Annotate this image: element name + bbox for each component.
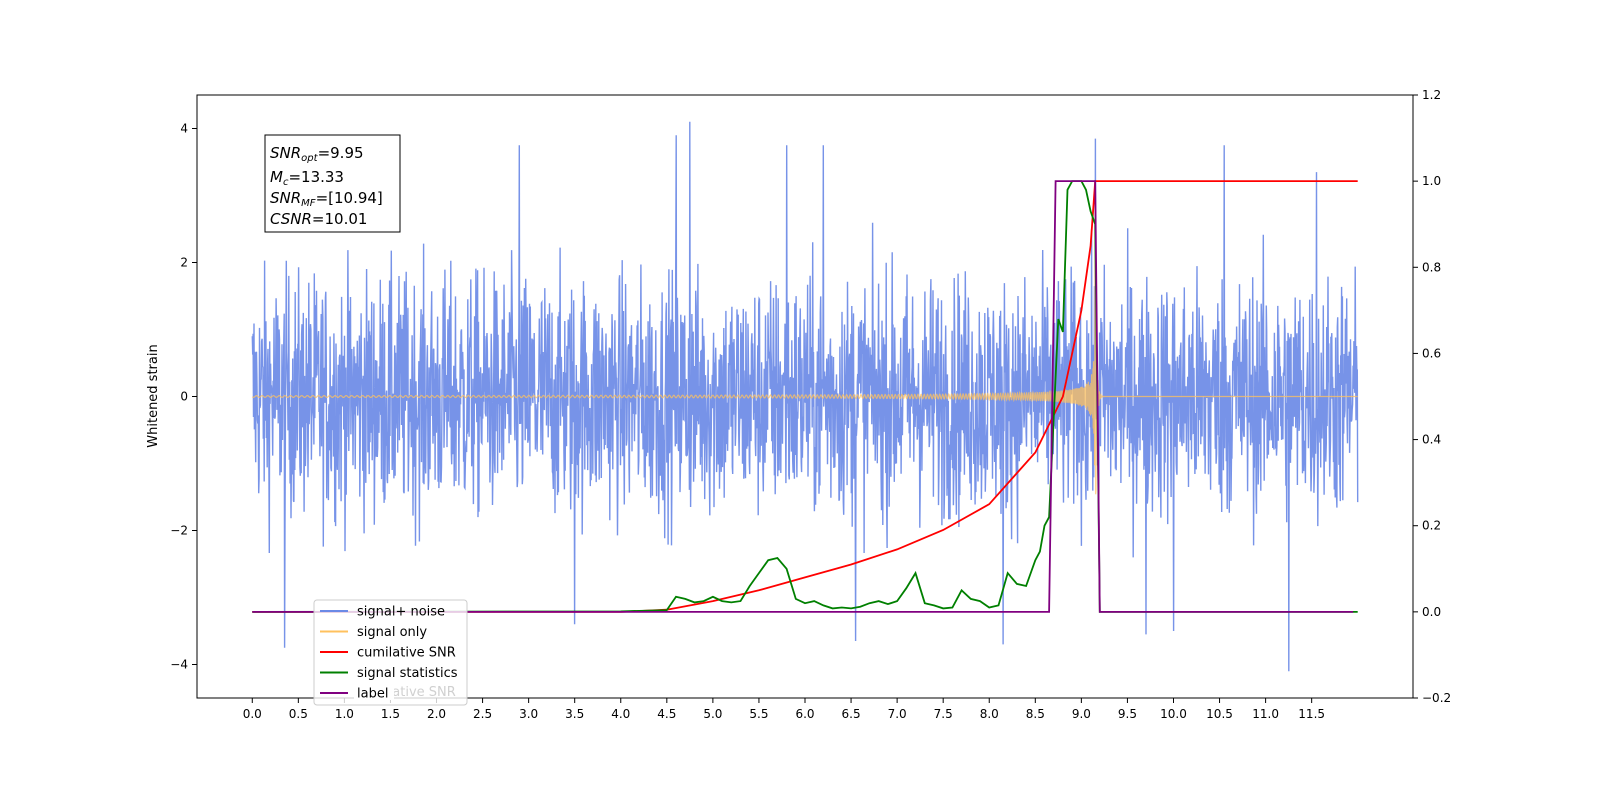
y2-tick-label: −0.2 [1422,691,1451,705]
info-snr-opt: SNRopt=9.95 [270,144,364,164]
x-tick-label: 7.5 [934,707,953,721]
y2-axis-ticks: 1.2 1.0 0.8 0.6 0.4 0.2 0.0 −0.2 [1413,88,1451,705]
info-mc: Mc=13.33 [270,168,344,188]
series-signal-noise [251,121,1359,672]
legend-label: signal+ noise [357,605,445,620]
x-tick-label: 2.5 [473,707,492,721]
y2-tick-label: 0.6 [1422,346,1441,360]
x-tick-label: 0.5 [289,707,308,721]
x-axis-ticks: 0.0 0.5 1.0 1.5 2.0 2.5 3.0 3.5 4.0 4.5 5.0 5.5 6.0 6… [243,698,1325,721]
series-cumilative-snr [252,180,1358,613]
x-tick-label: 1.0 [335,707,354,721]
x-tick-label: 10.0 [1160,707,1187,721]
x-tick-label: 9.5 [1118,707,1137,721]
y-tick-label: 2 [180,256,188,270]
x-tick-label: 8.0 [980,707,999,721]
legend-label: cumilative SNR [357,646,456,661]
info-box-frame [264,134,401,233]
series-signal-only [251,182,1358,495]
y-tick-label: −2 [170,524,188,538]
x-tick-label: 10.5 [1206,707,1233,721]
series-signal-statistics [252,180,1358,613]
y2-tick-label: 1.2 [1422,88,1441,102]
legend-label: label [357,687,388,702]
series-layer [251,121,1359,672]
x-tick-label: 6.0 [795,707,814,721]
y2-tick-label: 1.0 [1422,174,1441,188]
x-tick-label: 3.5 [565,707,584,721]
y2-tick-label: 0.4 [1422,433,1441,447]
x-tick-label: 4.0 [611,707,630,721]
legend-label: signal only [357,625,427,640]
x-tick-label: 11.5 [1298,707,1325,721]
y2-tick-label: 0.0 [1422,605,1441,619]
x-tick-label: 11.0 [1252,707,1279,721]
x-tick-label: 4.5 [657,707,676,721]
x-tick-label: 7.0 [888,707,907,721]
x-tick-label: 2.0 [427,707,446,721]
x-tick-label: 1.5 [381,707,400,721]
legend-label: signal statistics [357,666,458,681]
legend-ghost-mask [354,682,394,700]
x-tick-label: 8.5 [1026,707,1045,721]
legend-entries: signal+ noise signal only cumilative SNR si… [320,605,458,702]
y2-tick-label: 0.2 [1422,519,1441,533]
info-csnr: CSNR=10.01 [270,210,367,228]
legend: cumilative SNR signal+ noise signal only c… [313,599,468,706]
legend-frame [313,599,468,706]
x-tick-label: 5.5 [749,707,768,721]
x-tick-label: 6.5 [842,707,861,721]
x-tick-label: 0.0 [243,707,262,721]
y-tick-label: −4 [170,658,188,672]
y-tick-label: 0 [180,390,188,404]
series-label [252,180,1354,613]
y-tick-label: 4 [180,122,188,136]
y-axis-ticks: 4 2 0 −2 −4 [170,122,197,672]
y-axis-label: Whitened strain [146,344,161,447]
y2-tick-label: 0.8 [1422,260,1441,274]
x-tick-label: 5.0 [703,707,722,721]
info-box: SNRopt=9.95 Mc=13.33 SNRMF=[10.94] CSNR=… [264,134,401,233]
x-tick-label: 3.0 [519,707,538,721]
info-snr-mf: SNRMF=[10.94] [270,189,383,209]
x-tick-label: 9.0 [1072,707,1091,721]
